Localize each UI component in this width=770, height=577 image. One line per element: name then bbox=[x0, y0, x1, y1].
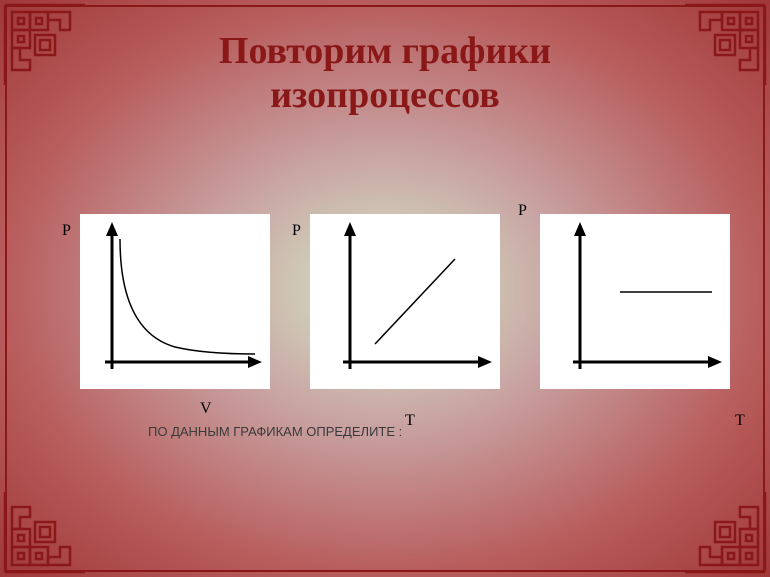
chart-1-x-label: V bbox=[200, 400, 212, 418]
corner-ornament-br bbox=[680, 487, 770, 577]
corner-ornament-bl bbox=[0, 487, 90, 577]
chart-1-wrap: P V bbox=[80, 214, 270, 389]
chart-3-x-label: T bbox=[735, 412, 745, 430]
title-line-1: Повторим графики bbox=[219, 30, 551, 72]
charts-row: P V P T P bbox=[80, 214, 730, 389]
chart-2-y-label: P bbox=[292, 222, 301, 240]
title-line-2: изопроцессов bbox=[270, 74, 500, 116]
chart-1 bbox=[80, 214, 270, 389]
chart-1-curve bbox=[120, 239, 255, 354]
subtitle-text: ПО ДАННЫМ ГРАФИКАМ ОПРЕДЕЛИТЕ : bbox=[148, 424, 402, 439]
chart-2-wrap: P T bbox=[310, 214, 500, 389]
chart-3-y-label: P bbox=[518, 202, 527, 220]
chart-2 bbox=[310, 214, 500, 389]
chart-3-wrap: P T bbox=[540, 214, 730, 389]
chart-2-x-label: T bbox=[405, 412, 415, 430]
chart-2-curve bbox=[375, 259, 455, 344]
slide-title: Повторим графики изопроцессов bbox=[0, 30, 770, 117]
chart-3 bbox=[540, 214, 730, 389]
chart-1-y-label: P bbox=[62, 222, 71, 240]
